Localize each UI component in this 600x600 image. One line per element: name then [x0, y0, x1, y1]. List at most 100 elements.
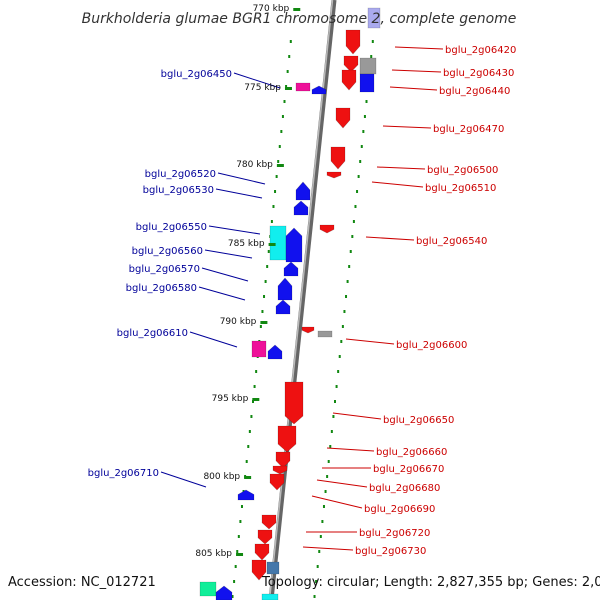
backbone-line [268, 0, 337, 600]
tick-dot [288, 55, 291, 58]
tick-dot [352, 220, 355, 223]
tick-dot [248, 430, 251, 433]
gene-arrow [215, 585, 233, 600]
tick-dot [334, 400, 336, 403]
tick-dot [371, 40, 374, 43]
leader-line [371, 181, 424, 188]
kbp-tick [268, 243, 276, 246]
tick-dot [285, 85, 288, 88]
tick-dot [286, 70, 289, 73]
tick-dot [354, 205, 357, 208]
leader-line [233, 72, 281, 89]
gene-arrow [311, 85, 327, 95]
leader-line [316, 479, 368, 488]
leader-line [365, 236, 415, 241]
gene-label-bglu-2g06540: bglu_2g06540 [416, 236, 487, 247]
leader-line [189, 331, 238, 348]
tick-dot [321, 520, 324, 523]
tick-dot [266, 265, 269, 268]
tick-dot [357, 175, 360, 178]
tick-dot [289, 40, 292, 43]
gene-arrow [343, 55, 359, 73]
tick-dot [332, 415, 335, 418]
tick-dot [239, 520, 242, 523]
tick-dot [316, 565, 319, 568]
tick-dot [274, 190, 277, 193]
tick-dot [261, 310, 264, 313]
tick-dot [330, 430, 333, 433]
leader-line [208, 225, 261, 235]
gene-arrow [285, 227, 303, 263]
tick-dot [370, 55, 373, 58]
gene-arrow [254, 543, 270, 561]
gene-label-bglu-2g06600: bglu_2g06600 [396, 340, 467, 351]
leader-line [204, 249, 253, 259]
kbp-tick [293, 8, 301, 11]
tick-dot [231, 595, 234, 598]
tick-dot [236, 550, 239, 553]
tick-dot [272, 205, 275, 208]
kbp-tick [252, 398, 260, 401]
gene-arrow [283, 261, 299, 277]
tick-dot [322, 505, 325, 508]
tick-dot [343, 310, 346, 313]
kbp-tick [260, 321, 268, 324]
gene-arrow [326, 171, 342, 179]
tick-dot [240, 505, 243, 508]
tick-dot [319, 535, 322, 538]
leader-line [389, 86, 438, 91]
tick-dot [270, 220, 273, 223]
gene-arrow [257, 529, 273, 545]
gene-label-bglu-2g06680: bglu_2g06680 [369, 483, 440, 494]
gene-arrow [261, 514, 277, 530]
tick-dot [237, 535, 240, 538]
tick-dot [359, 160, 362, 163]
leader-line [217, 172, 266, 185]
gene-label-bglu-2g06710: bglu_2g06710 [88, 468, 159, 479]
kbp-label: 795 kbp [212, 394, 249, 404]
gene-arrow [275, 451, 291, 469]
gene-features [199, 7, 381, 600]
tick-dot [345, 295, 348, 298]
kbp-label: 790 kbp [220, 317, 257, 327]
gene-label-bglu-2g06650: bglu_2g06650 [383, 415, 454, 426]
gene-arrow [275, 299, 291, 315]
leader-line [332, 412, 382, 420]
tick-dot [335, 385, 338, 388]
gene-label-bglu-2g06530: bglu_2g06530 [143, 185, 214, 196]
gene-arrow [237, 489, 255, 501]
gene-arrow [317, 330, 333, 338]
gene-label-bglu-2g06720: bglu_2g06720 [359, 528, 430, 539]
gene-arrow [251, 340, 267, 358]
gene-label-bglu-2g06560: bglu_2g06560 [132, 246, 203, 257]
kbp-label: 780 kbp [236, 160, 273, 170]
gene-label-bglu-2g06570: bglu_2g06570 [129, 264, 200, 275]
gene-arrow [295, 82, 311, 92]
tick-dot [233, 580, 236, 583]
gene-label-bglu-2g06580: bglu_2g06580 [126, 283, 197, 294]
tick-dot [267, 250, 270, 253]
topology-text: Topology: circular; Length: 2,827,355 bp… [261, 575, 600, 590]
tick-dot [252, 400, 254, 403]
tick-dot [250, 415, 253, 418]
gene-label-bglu-2g06430: bglu_2g06430 [443, 68, 514, 79]
gene-arrow [293, 200, 309, 216]
gene-label-bglu-2g06670: bglu_2g06670 [373, 464, 444, 475]
gene-arrow [295, 181, 311, 201]
gene-label-bglu-2g06690: bglu_2g06690 [364, 504, 435, 515]
tick-dot [326, 475, 329, 478]
tick-dot [264, 280, 267, 283]
tick-dot [329, 445, 332, 448]
gene-arrow [199, 581, 217, 597]
kbp-tick [244, 476, 252, 479]
gene-label-bglu-2g06450: bglu_2g06450 [161, 69, 232, 80]
gene-arrow [284, 381, 304, 425]
tick-dot [263, 295, 266, 298]
gene-arrow [277, 277, 293, 301]
tick-dot [356, 190, 359, 193]
tick-dot [245, 460, 248, 463]
tick-dot [346, 280, 349, 283]
kbp-tick [284, 87, 292, 90]
tick-dot [313, 595, 316, 598]
